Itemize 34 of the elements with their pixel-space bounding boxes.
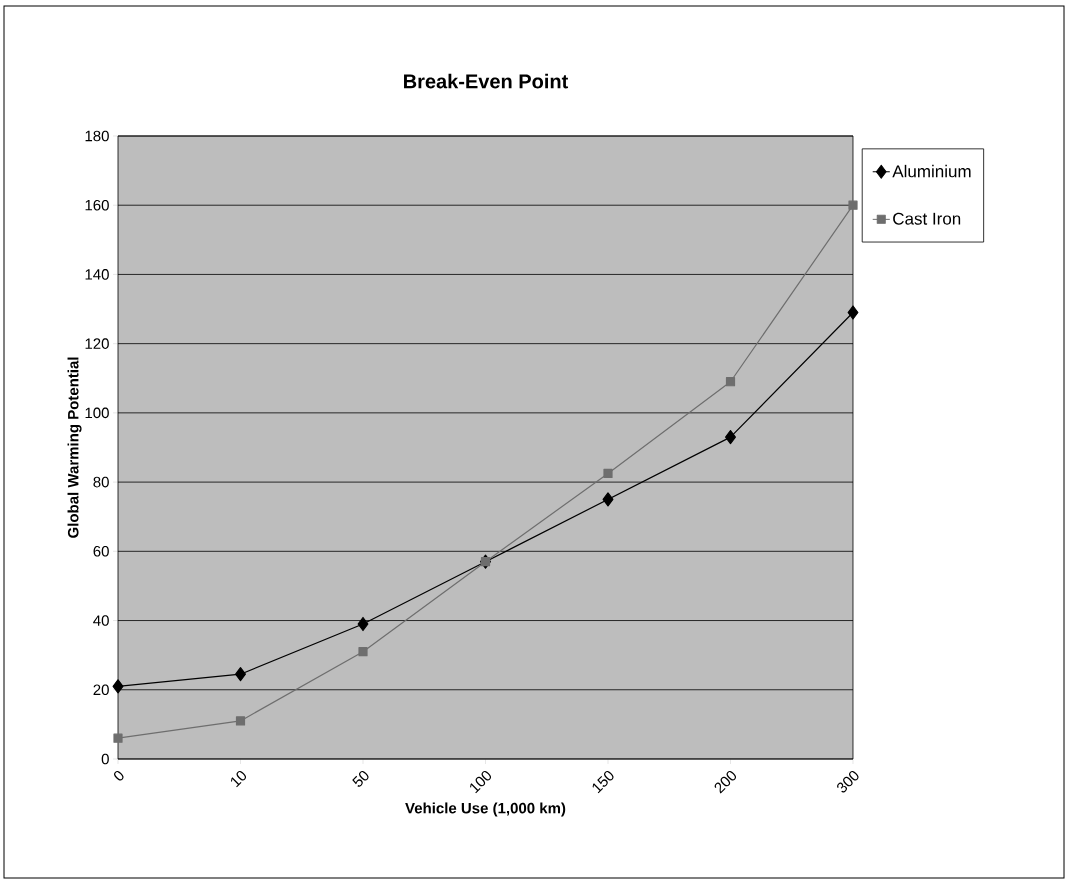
x-tick-label: 50 [352, 770, 369, 787]
x-tick-label: 100 [470, 770, 492, 794]
y-tick-label: 180 [85, 130, 109, 142]
point [725, 430, 736, 445]
y-tick-label: 60 [93, 546, 109, 557]
point [112, 679, 124, 694]
legend-label: Aluminium [892, 164, 971, 178]
point [847, 305, 859, 320]
y-tick-label: 160 [85, 199, 109, 211]
y-tick-label: 80 [93, 476, 109, 488]
x-tick-label: 300 [837, 770, 859, 793]
y-tick-label: 20 [93, 684, 109, 696]
x-tick-label: 150 [592, 770, 614, 794]
x-axis-title: Vehicle Use (1,000 km) [405, 802, 566, 817]
point [235, 667, 246, 682]
y-tick-label: 120 [85, 338, 109, 349]
chart-title: Break-Even Point [404, 73, 569, 89]
point [235, 716, 246, 726]
x-tick-label: 0 [114, 770, 124, 781]
point [848, 200, 858, 210]
y-axis-title: Global Warming Potential [67, 357, 82, 538]
point [602, 492, 614, 507]
point [357, 616, 369, 632]
point [603, 468, 613, 479]
y-tick-label: 0 [101, 753, 109, 765]
point [358, 647, 368, 657]
point [113, 733, 123, 743]
y-tick-label: 100 [85, 407, 109, 419]
point [725, 377, 736, 387]
legend-label: Cast Iron [893, 212, 961, 225]
x-tick-label: 10 [231, 770, 247, 788]
y-tick-label: 140 [85, 269, 109, 280]
x-tick-label: 200 [714, 770, 737, 794]
y-tick-label: 40 [93, 615, 109, 626]
